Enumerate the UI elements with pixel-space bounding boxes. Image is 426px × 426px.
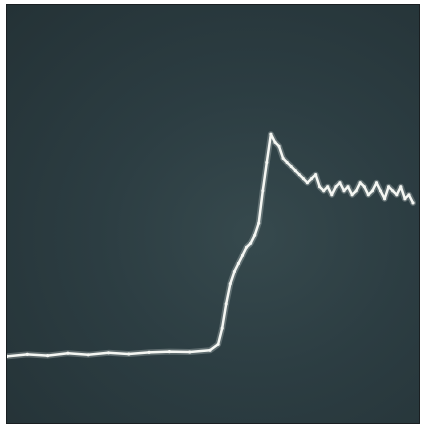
trace-point <box>106 351 111 355</box>
trace-point <box>236 261 240 266</box>
trace-point <box>322 189 326 193</box>
trace-point <box>330 193 334 197</box>
trace-point <box>342 189 346 193</box>
trace-point <box>358 181 362 185</box>
trace-point <box>127 352 131 356</box>
trace-point <box>395 193 399 197</box>
trace-point <box>188 350 192 354</box>
trace-point <box>7 354 9 358</box>
oscilloscope-screen <box>6 4 420 424</box>
trace-point <box>46 354 50 358</box>
trace-point <box>277 144 281 148</box>
trace-point <box>301 177 305 181</box>
trace-point <box>407 193 411 197</box>
trace-point <box>383 197 387 201</box>
trace-point <box>362 185 366 189</box>
trace-point <box>411 201 415 205</box>
trace-point <box>244 245 249 249</box>
trace-point <box>253 233 257 237</box>
trace-point <box>338 181 342 185</box>
trace-point <box>387 185 391 189</box>
trace-point <box>265 160 269 165</box>
trace-point <box>334 185 338 189</box>
trace-point <box>370 189 374 193</box>
trace-point <box>314 173 318 177</box>
trace-point <box>261 189 265 193</box>
trace-point <box>403 197 407 201</box>
trace-point <box>318 185 322 189</box>
trace-point <box>346 185 350 189</box>
trace-point <box>216 342 220 346</box>
trace-point <box>285 160 289 165</box>
trace-point <box>281 156 285 160</box>
trace-point <box>354 189 358 193</box>
trace-point <box>297 173 301 177</box>
trace-line-0 <box>7 132 415 358</box>
trace-point <box>249 241 253 245</box>
trace-point <box>25 352 29 356</box>
trace-point <box>228 282 232 286</box>
trace-point <box>378 189 383 193</box>
trace-point <box>399 185 403 189</box>
trace-point <box>350 193 354 197</box>
trace-point <box>257 221 261 225</box>
trace-point <box>240 253 245 257</box>
trace-point <box>66 351 70 355</box>
trace-point <box>374 181 379 185</box>
trace-point <box>232 270 236 274</box>
trace-point <box>273 140 277 144</box>
trace-point <box>269 132 273 136</box>
trace-point <box>305 181 309 185</box>
trace-point <box>289 164 293 169</box>
chart-plot-area <box>7 131 416 360</box>
trace-point <box>293 169 297 173</box>
trace-point <box>208 348 212 352</box>
trace-glow-0 <box>7 131 416 360</box>
trace-point <box>326 185 330 189</box>
trace-point <box>220 326 224 330</box>
trace-point <box>224 302 228 306</box>
trace-point <box>86 353 90 357</box>
trace-point <box>309 177 314 181</box>
trace-point <box>391 189 395 193</box>
trace-point <box>147 350 151 354</box>
trace-point <box>366 193 370 197</box>
trace-point <box>167 350 171 354</box>
